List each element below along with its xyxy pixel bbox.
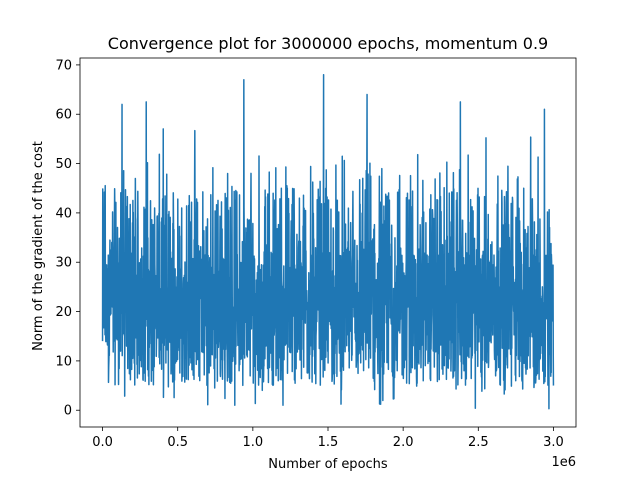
y-tick-label: 0 <box>64 404 72 419</box>
plot-area <box>101 74 555 410</box>
x-axis-offset-text: 1e6 <box>551 455 576 470</box>
axes: 0.0 0.5 1.0 1.5 2.0 2.5 3.0 0 10 20 30 40 50 60 70 <box>55 57 577 450</box>
y-tick-label: 70 <box>55 58 72 73</box>
y-tick-label: 60 <box>55 108 72 123</box>
series-line <box>101 74 555 410</box>
chart-title: Convergence plot for 3000000 epochs, mom… <box>108 34 548 53</box>
y-axis-label: Norm of the gradient of the cost <box>31 141 46 351</box>
x-tick-label: 0.0 <box>92 435 113 450</box>
x-tick-label: 0.5 <box>167 435 188 450</box>
x-tick-label: 3.0 <box>543 435 564 450</box>
x-tick-label: 2.5 <box>468 435 489 450</box>
y-tick-label: 10 <box>55 354 72 369</box>
x-tick-label: 2.0 <box>393 435 414 450</box>
y-tick-label: 40 <box>55 206 72 221</box>
y-tick-label: 20 <box>55 305 72 320</box>
y-tick-label: 50 <box>55 157 72 172</box>
x-axis-label: Number of epochs <box>268 457 388 472</box>
y-tick-label: 30 <box>55 256 72 271</box>
x-tick-label: 1.5 <box>318 435 339 450</box>
x-tick-label: 1.0 <box>243 435 264 450</box>
